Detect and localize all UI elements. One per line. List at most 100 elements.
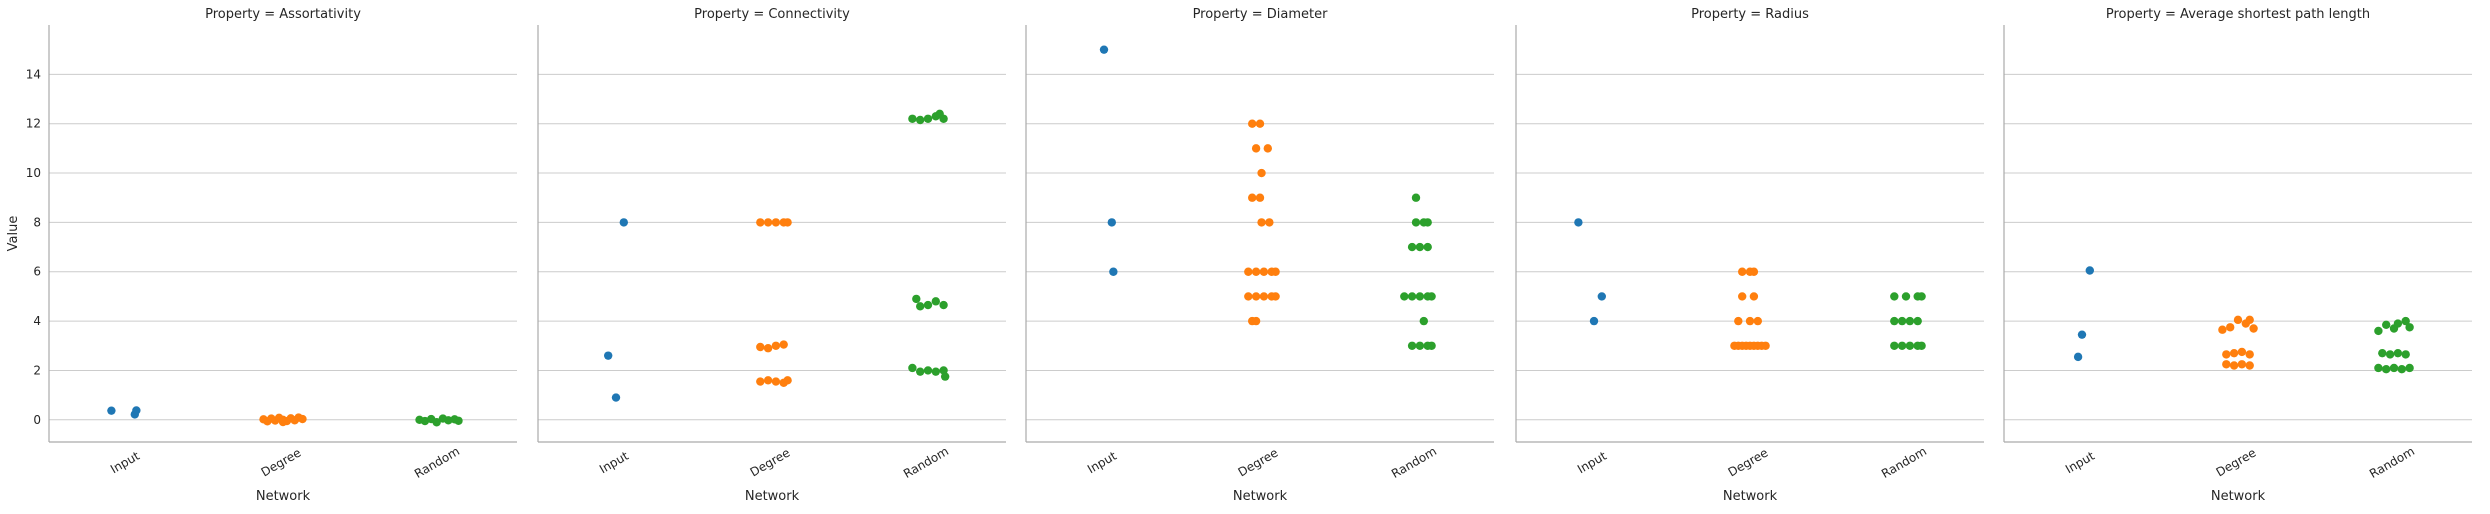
data-point-input	[1589, 316, 1599, 326]
data-point-random	[931, 297, 940, 306]
data-point-degree	[756, 218, 765, 227]
data-point-degree	[756, 342, 765, 352]
data-point-input	[2077, 330, 2087, 339]
data-point-degree	[298, 414, 307, 424]
data-point-degree	[1761, 341, 1770, 350]
data-point-degree	[1257, 218, 1266, 227]
data-point-degree	[1255, 119, 1265, 128]
data-point-random	[1897, 316, 1907, 326]
data-point-degree	[779, 340, 788, 349]
data-point-random	[931, 367, 940, 376]
data-point-input	[2085, 266, 2094, 275]
data-point-input	[619, 218, 628, 227]
data-point-random	[939, 114, 948, 123]
data-point-degree	[2245, 315, 2254, 325]
x-tick-label: Degree	[748, 446, 793, 480]
data-point-random	[1423, 242, 1432, 252]
data-point-random	[2405, 363, 2414, 373]
data-point-random	[912, 294, 921, 304]
data-point-random	[1407, 242, 1417, 252]
x-tick-label: Input	[1575, 449, 1609, 477]
x-tick-label: Input	[2063, 449, 2097, 477]
data-point-degree	[1255, 193, 1265, 202]
data-point-random	[916, 367, 925, 376]
data-point-random	[923, 366, 933, 375]
data-point-input	[1099, 45, 1109, 54]
data-point-input	[107, 406, 116, 415]
data-point-random	[908, 363, 917, 373]
y-tick-label: 10	[26, 166, 41, 180]
data-point-degree	[1244, 292, 1253, 301]
data-point-input	[1574, 218, 1583, 227]
y-tick-label: 2	[33, 363, 41, 377]
y-axis-label: Value	[6, 216, 21, 252]
x-axis-label: Network	[1233, 489, 1288, 504]
data-point-random	[2393, 319, 2403, 328]
data-point-degree	[1259, 267, 1269, 276]
data-point-degree	[1271, 292, 1280, 301]
x-tick-label: Degree	[259, 446, 304, 480]
x-tick-label: Random	[901, 444, 951, 481]
data-point-input	[611, 393, 621, 402]
panel-title: Property = Average shortest path length	[2106, 7, 2370, 22]
data-point-random	[2382, 365, 2391, 374]
x-axis-label: Network	[2211, 489, 2266, 504]
x-tick-label: Input	[597, 449, 631, 477]
data-point-random	[916, 302, 925, 311]
x-tick-label: Degree	[2214, 446, 2259, 480]
x-tick-label: Random	[1879, 444, 1929, 481]
data-point-random	[1400, 292, 1409, 301]
data-point-degree	[763, 218, 773, 227]
data-point-input	[1107, 218, 1117, 227]
data-point-degree	[1251, 267, 1261, 276]
data-point-random	[2397, 365, 2406, 374]
data-point-input	[2073, 352, 2083, 362]
data-point-degree	[1257, 168, 1266, 178]
x-tick-label: Input	[108, 449, 142, 477]
x-axis-label: Network	[745, 489, 800, 504]
data-point-degree	[1738, 292, 1747, 301]
data-point-degree	[2245, 350, 2254, 359]
x-tick-label: Input	[1085, 449, 1119, 477]
data-point-random	[916, 115, 925, 125]
data-point-degree	[2245, 361, 2254, 370]
x-axis-label: Network	[1723, 489, 1778, 504]
data-point-random	[2385, 350, 2395, 359]
panel-title: Property = Radius	[1691, 7, 1809, 22]
data-point-degree	[1749, 292, 1759, 301]
data-point-degree	[1244, 267, 1253, 276]
data-point-random	[2374, 363, 2383, 373]
data-point-random	[1415, 341, 1425, 350]
data-point-degree	[1271, 267, 1280, 276]
panel-title: Property = Assortativity	[205, 7, 361, 22]
data-point-random	[1905, 316, 1915, 326]
data-point-random	[1415, 292, 1425, 301]
y-tick-label: 12	[26, 117, 41, 131]
data-point-random	[1407, 292, 1417, 301]
y-tick-label: 0	[33, 413, 41, 427]
data-point-random	[1913, 316, 1922, 326]
y-tick-label: 14	[26, 67, 41, 81]
data-point-degree	[2222, 360, 2231, 369]
data-point-random	[1917, 341, 1926, 350]
data-point-degree	[1248, 119, 1257, 128]
data-point-degree	[771, 218, 781, 227]
data-point-random	[2393, 348, 2403, 358]
data-point-input	[1597, 292, 1607, 301]
data-point-random	[1901, 292, 1911, 301]
data-point-random	[2401, 316, 2410, 326]
x-tick-label: Random	[1389, 444, 1439, 481]
data-point-random	[1415, 242, 1425, 252]
data-point-random	[2401, 350, 2410, 359]
y-tick-label: 6	[33, 265, 41, 279]
data-point-degree	[2233, 315, 2243, 325]
data-point-input	[1109, 267, 1118, 276]
data-point-random	[2374, 326, 2383, 336]
data-point-random	[1423, 218, 1432, 227]
data-point-random	[1897, 341, 1907, 350]
x-axis-label: Network	[256, 489, 311, 504]
data-point-random	[1407, 341, 1417, 350]
data-point-degree	[2249, 324, 2258, 333]
data-point-degree	[1265, 218, 1274, 227]
